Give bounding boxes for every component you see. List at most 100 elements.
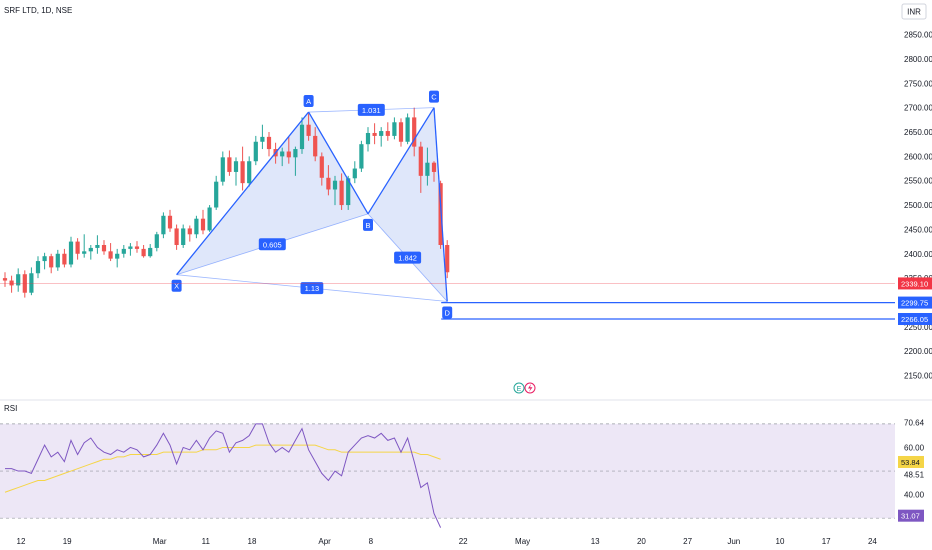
candle: [134, 241, 140, 253]
price-axis[interactable]: 2850.00 2800.00 2750.00 2700.00 2650.00 2600.…: [904, 31, 932, 381]
price-tick-label: 2250.00: [904, 323, 932, 332]
price-lines: 2339.10 2299.75 2266.05: [0, 277, 932, 326]
candle: [227, 150, 232, 176]
time-tick-label: 17: [822, 537, 831, 546]
svg-text:E: E: [517, 386, 522, 393]
candle: [385, 122, 390, 141]
candle-body: [326, 177, 331, 190]
candle: [431, 161, 437, 182]
candle: [128, 243, 133, 256]
candle-body: [431, 162, 437, 172]
pattern-point-x[interactable]: X: [171, 279, 182, 292]
candle-body: [88, 247, 93, 252]
candle-body: [194, 218, 199, 235]
point-tag-bg: [171, 279, 182, 292]
candle-body: [266, 136, 272, 150]
candle: [154, 231, 159, 252]
pattern-point-c[interactable]: C: [429, 90, 439, 103]
rsi-tag-text: 53.84: [901, 458, 920, 467]
candle: [75, 238, 80, 260]
candle-body: [260, 136, 265, 142]
candle: [266, 132, 272, 157]
candle: [332, 175, 338, 206]
currency-button[interactable]: INR: [901, 3, 927, 20]
ratio-text: 1.031: [362, 106, 381, 115]
candle: [68, 236, 74, 268]
candle-body: [365, 132, 371, 145]
time-tick-label: 10: [776, 537, 785, 546]
candle-body: [141, 248, 146, 257]
pattern-ratio-label: 0.605: [258, 238, 286, 251]
point-tag-text: C: [431, 93, 437, 102]
earnings-event-icon[interactable]: E: [513, 382, 525, 394]
candle-body: [418, 146, 423, 176]
price-tag-text: 2299.75: [901, 299, 928, 308]
candle: [260, 124, 265, 150]
candle-body: [167, 215, 173, 229]
rsi-tick-label: 48.51: [904, 471, 925, 480]
pattern-point-a[interactable]: A: [303, 95, 314, 108]
price-tag: 2339.10: [898, 277, 932, 290]
candle: [425, 147, 430, 186]
time-axis[interactable]: 12 19 Mar 11 18 Apr 8 22 May 13 20 27 Jun 10 17 24: [17, 537, 878, 546]
candle-body: [115, 253, 120, 259]
candle-body: [161, 215, 166, 235]
candle: [2, 272, 8, 287]
time-tick-label: Apr: [318, 537, 331, 546]
candle-body: [95, 245, 100, 248]
candle-body: [2, 278, 8, 281]
candle: [214, 175, 219, 210]
candle-body: [49, 256, 54, 268]
pattern-point-d[interactable]: D: [442, 306, 453, 319]
candle: [286, 136, 291, 164]
pattern-point-b[interactable]: B: [363, 218, 373, 231]
candle-body: [346, 178, 351, 206]
rsi-pane[interactable]: 70.64 60.00 48.51 40.00 53.84 31.07: [0, 418, 925, 528]
candle-body: [108, 251, 113, 259]
ratio-bg: [357, 103, 385, 116]
candle-body: [154, 234, 159, 248]
candle: [207, 205, 212, 232]
candle: [233, 157, 239, 186]
time-tick-label: 11: [202, 537, 211, 546]
candle-body: [286, 151, 291, 158]
pattern-ratio-label: 1.842: [394, 251, 422, 264]
price-tag: 2266.05: [898, 313, 932, 326]
time-tick-label: 12: [17, 537, 26, 546]
candle-body: [392, 122, 397, 136]
pattern-leg[interactable]: [308, 111, 369, 215]
harmonic-pattern[interactable]: X A B C D 0.605 1.031 1.842 1.13: [171, 90, 453, 319]
time-tick-label: 22: [459, 537, 468, 546]
pattern-leg[interactable]: [176, 111, 310, 276]
candle: [319, 152, 324, 186]
candle: [22, 270, 27, 298]
price-tag-bg: [898, 277, 932, 290]
candle-body: [62, 253, 67, 265]
dividend-event-icon[interactable]: [524, 382, 536, 394]
candle-body: [42, 256, 47, 262]
candle-body: [247, 161, 252, 184]
candle-body: [200, 218, 206, 231]
candle: [141, 245, 146, 258]
price-tag-bg: [898, 313, 932, 326]
candle: [174, 224, 179, 250]
candle: [62, 248, 67, 268]
point-tag-bg: [303, 95, 314, 108]
pattern-leg[interactable]: [367, 107, 435, 215]
candle: [359, 140, 364, 172]
candle-body: [16, 274, 21, 286]
candle-body: [412, 117, 417, 147]
candle: [101, 240, 107, 255]
candle: [372, 123, 377, 145]
candle-body: [385, 131, 390, 136]
candle-body: [280, 151, 285, 157]
candle-body: [174, 228, 179, 245]
candle-body: [319, 156, 324, 178]
pattern-leg[interactable]: [433, 107, 448, 302]
rsi-tick-label: 40.00: [904, 491, 925, 500]
candle: [280, 147, 285, 167]
candle-body: [55, 253, 60, 268]
point-tag-text: A: [306, 97, 311, 106]
pattern-triangle-xab: [176, 112, 368, 275]
